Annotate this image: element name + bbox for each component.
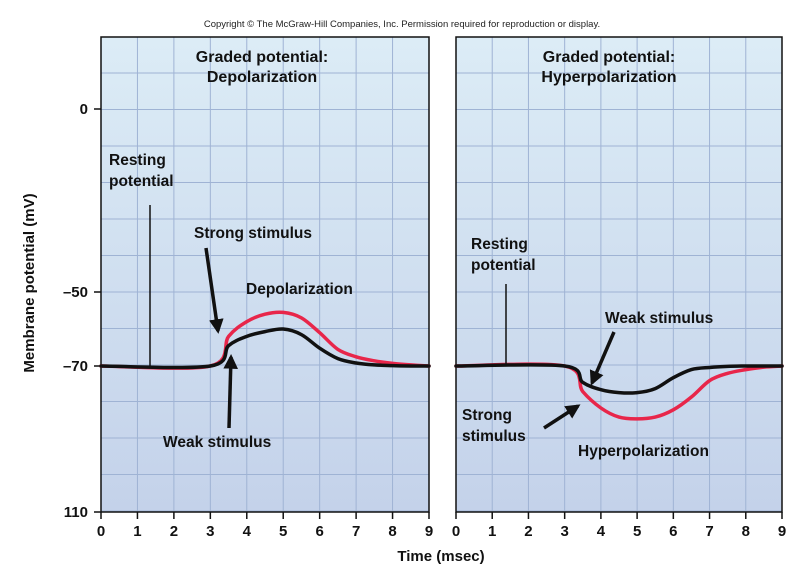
- hyperpolarization-x-tick-label: 6: [669, 523, 677, 540]
- hyperpolarization-grid: [456, 37, 782, 512]
- y-tick-label: 0: [80, 101, 88, 118]
- y-axis-label: Membrane potential (mV): [21, 193, 38, 372]
- x-axis-label: Time (msec): [397, 548, 484, 565]
- hyperpolarization-x-axis-ticks: 0 1 2 3 4 5 6 7 8 9: [452, 512, 786, 540]
- depolarization-x-tick-label: 5: [279, 523, 287, 540]
- depolarization-x-tick-label: 0: [97, 523, 105, 540]
- depolarization-weak-stimulus-arrow: [223, 354, 239, 429]
- hyperpolarization-strong-stimulus-label-line-2: stimulus: [462, 428, 526, 445]
- hyperpolarization-weak-stimulus-arrow: [589, 331, 616, 386]
- hyperpolarization-strong-stimulus-arrow: [543, 404, 581, 430]
- hyperpolarization-x-tick-label: 0: [452, 523, 460, 540]
- hyperpolarization-title-line-2: Hyperpolarization: [541, 69, 676, 86]
- hyperpolarization-weak-stimulus-label: Weak stimulus: [605, 310, 713, 327]
- copyright-notice: Copyright © The McGraw-Hill Companies, I…: [204, 19, 600, 30]
- depolarization-weak-stimulus-curve: [99, 327, 431, 370]
- depolarization-grid: [101, 37, 429, 512]
- y-tick-label: –70: [63, 358, 88, 375]
- hyperpolarization-resting-label-line-1: Resting: [471, 236, 528, 253]
- depolarization-plot-frame: [100, 36, 430, 513]
- hyperpolarization-series: [454, 362, 784, 421]
- depolarization-panel: Graded potential: Depolarization 0 –50 –70…: [63, 36, 433, 540]
- depolarization-series: [99, 310, 431, 370]
- hyperpolarization-x-tick-label: 2: [524, 523, 532, 540]
- hyperpolarization-plot-frame: [455, 36, 783, 513]
- depolarization-resting-label-line-1: Resting: [109, 152, 166, 169]
- depolarization-x-tick-label: 7: [352, 523, 360, 540]
- hyperpolarization-x-tick-label: 8: [742, 523, 750, 540]
- hyperpolarization-resting-label-line-2: potential: [471, 257, 536, 274]
- depolarization-weak-stimulus-label: Weak stimulus: [163, 434, 271, 451]
- depolarization-x-tick-label: 1: [133, 523, 141, 540]
- hyperpolarization-x-tick-label: 9: [778, 523, 786, 540]
- hyperpolarization-strong-stimulus-curve: [454, 362, 784, 421]
- hyperpolarization-strong-stimulus-label-line-1: Strong: [462, 407, 512, 424]
- hyperpolarization-x-tick-label: 1: [488, 523, 496, 540]
- depolarization-strong-stimulus-label: Strong stimulus: [194, 225, 312, 242]
- y-tick-label: 110: [64, 504, 88, 521]
- depolarization-plot-background: [101, 37, 429, 512]
- y-axis-ticks: 0 –50 –70 110: [63, 101, 101, 521]
- depolarization-x-tick-label: 3: [206, 523, 214, 540]
- hyperpolarization-curve-label: Hyperpolarization: [578, 443, 709, 460]
- hyperpolarization-panel: Graded potential: Hyperpolarization 0 1 2 3…: [452, 36, 786, 540]
- depolarization-curve-label: Depolarization: [246, 281, 353, 298]
- depolarization-x-tick-label: 8: [388, 523, 396, 540]
- hyperpolarization-x-tick-label: 4: [597, 523, 606, 540]
- depolarization-title-line-2: Depolarization: [207, 69, 317, 86]
- hyperpolarization-title-line-1: Graded potential:: [543, 49, 675, 66]
- depolarization-x-axis-ticks: 0 1 2 3 4 5 6 7 8 9: [97, 512, 433, 540]
- depolarization-strong-stimulus-arrow: [204, 247, 224, 334]
- hyperpolarization-x-tick-label: 3: [560, 523, 568, 540]
- y-tick-label: –50: [63, 284, 88, 301]
- depolarization-x-tick-label: 9: [425, 523, 433, 540]
- hyperpolarization-x-tick-label: 7: [705, 523, 713, 540]
- depolarization-x-tick-label: 6: [315, 523, 323, 540]
- depolarization-strong-stimulus-curve: [99, 310, 431, 370]
- depolarization-title-line-1: Graded potential:: [196, 49, 328, 66]
- hyperpolarization-x-tick-label: 5: [633, 523, 641, 540]
- hyperpolarization-weak-stimulus-curve: [454, 363, 784, 395]
- depolarization-x-tick-label: 2: [170, 523, 178, 540]
- depolarization-resting-label-line-2: potential: [109, 173, 174, 190]
- hyperpolarization-plot-background: [456, 37, 782, 512]
- depolarization-x-tick-label: 4: [243, 523, 252, 540]
